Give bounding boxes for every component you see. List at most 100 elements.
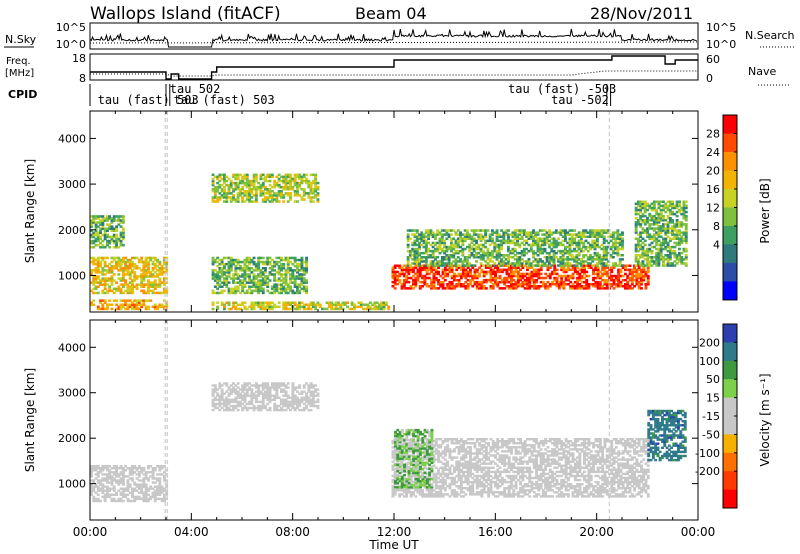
echo-cell — [505, 285, 509, 288]
echo-cell — [605, 278, 609, 282]
echo-cell — [541, 262, 545, 265]
echo-cell — [439, 285, 443, 288]
echo-cell — [309, 192, 313, 195]
echo-cell — [339, 307, 343, 311]
echo-cell — [121, 283, 125, 286]
echo-cell — [280, 258, 283, 262]
echo-cell — [446, 285, 450, 288]
echo-cell — [350, 303, 354, 306]
echo-cell — [225, 196, 229, 199]
echo-cell — [682, 223, 686, 226]
echo-cell — [593, 239, 597, 243]
echo-cell — [537, 272, 541, 276]
echo-cell — [286, 287, 290, 291]
echo-cell — [450, 262, 453, 265]
echo-cell — [106, 223, 109, 226]
echo-cell — [227, 398, 231, 401]
echo-cell — [218, 275, 222, 278]
cpid-mode-label: tau (fast) -503 — [508, 82, 616, 96]
echo-cell — [261, 271, 265, 274]
echo-cell — [286, 291, 290, 295]
echo-cell — [534, 260, 538, 263]
echo-cell — [577, 251, 581, 255]
echo-cell — [503, 280, 507, 284]
echo-cell — [580, 280, 584, 284]
echo-cell — [165, 291, 169, 295]
echo-cell — [131, 491, 134, 494]
echo-cell — [516, 243, 519, 247]
echo-cell — [90, 219, 93, 222]
echo-cell — [500, 243, 503, 247]
echo-cell — [135, 264, 139, 268]
echo-cell — [90, 229, 93, 232]
echo-cell — [257, 408, 261, 412]
echo-cell — [470, 239, 474, 243]
echo-cell — [546, 285, 550, 288]
echo-cell — [112, 485, 116, 488]
echo-cell — [422, 251, 426, 255]
echo-cell — [662, 260, 665, 263]
echo-cell — [471, 266, 475, 269]
echo-cell — [673, 225, 677, 228]
echo-cell — [119, 277, 123, 280]
echo-cell — [257, 269, 261, 272]
echo-cell — [637, 268, 641, 272]
echo-cell — [500, 258, 503, 261]
echo-cell — [119, 287, 123, 291]
echo-cell — [420, 231, 424, 234]
echo-cell — [261, 388, 265, 391]
echo-cell — [548, 266, 552, 269]
echo-cell — [569, 276, 573, 280]
echo-cell — [457, 274, 461, 278]
echo-cell — [500, 245, 503, 249]
echo-cell — [465, 229, 469, 232]
power-colorbar-label: Power [dB] — [758, 178, 772, 243]
echo-cell — [108, 269, 112, 272]
echo-cell — [497, 251, 501, 255]
echo-cell — [259, 194, 263, 197]
echo-cell — [232, 289, 235, 293]
echo-cell — [151, 275, 155, 278]
echo-cell — [236, 394, 240, 397]
echo-cell — [316, 181, 320, 185]
echo-cell — [416, 276, 420, 280]
echo-cell — [266, 394, 270, 397]
echo-cell — [140, 467, 144, 470]
echo-cell — [650, 249, 654, 253]
echo-cell — [115, 499, 118, 503]
echo-cell — [142, 269, 146, 272]
echo-cell — [546, 266, 550, 269]
echo-cell — [128, 267, 132, 270]
echo-cell — [414, 264, 418, 267]
echo-cell — [300, 287, 304, 291]
echo-cell — [266, 303, 270, 306]
echo-cell — [507, 247, 510, 251]
echo-cell — [264, 301, 267, 304]
echo-cell — [557, 249, 560, 253]
echo-cell — [636, 204, 640, 208]
echo-cell — [243, 267, 247, 270]
echo-cell — [165, 303, 169, 306]
echo-cell — [536, 258, 540, 261]
echo-cell — [536, 254, 540, 257]
echo-cell — [418, 247, 421, 251]
echo-cell — [552, 245, 556, 249]
nsky-label: N.Sky — [5, 33, 37, 46]
echo-cell — [243, 262, 247, 266]
echo-cell — [682, 249, 686, 253]
echo-cell — [106, 307, 109, 311]
echo-cell — [302, 281, 306, 284]
echo-cell — [511, 239, 515, 243]
echo-cell — [142, 279, 146, 282]
echo-cell — [337, 301, 340, 304]
echo-cell — [153, 485, 157, 488]
echo-cell — [414, 276, 418, 280]
echo-cell — [646, 256, 649, 259]
echo-cell — [450, 254, 453, 257]
echo-cell — [598, 262, 602, 265]
echo-cell — [311, 396, 315, 399]
echo-cell — [270, 386, 274, 389]
echo-cell — [229, 400, 233, 404]
echo-cell — [398, 280, 402, 284]
echo-cell — [402, 278, 406, 282]
